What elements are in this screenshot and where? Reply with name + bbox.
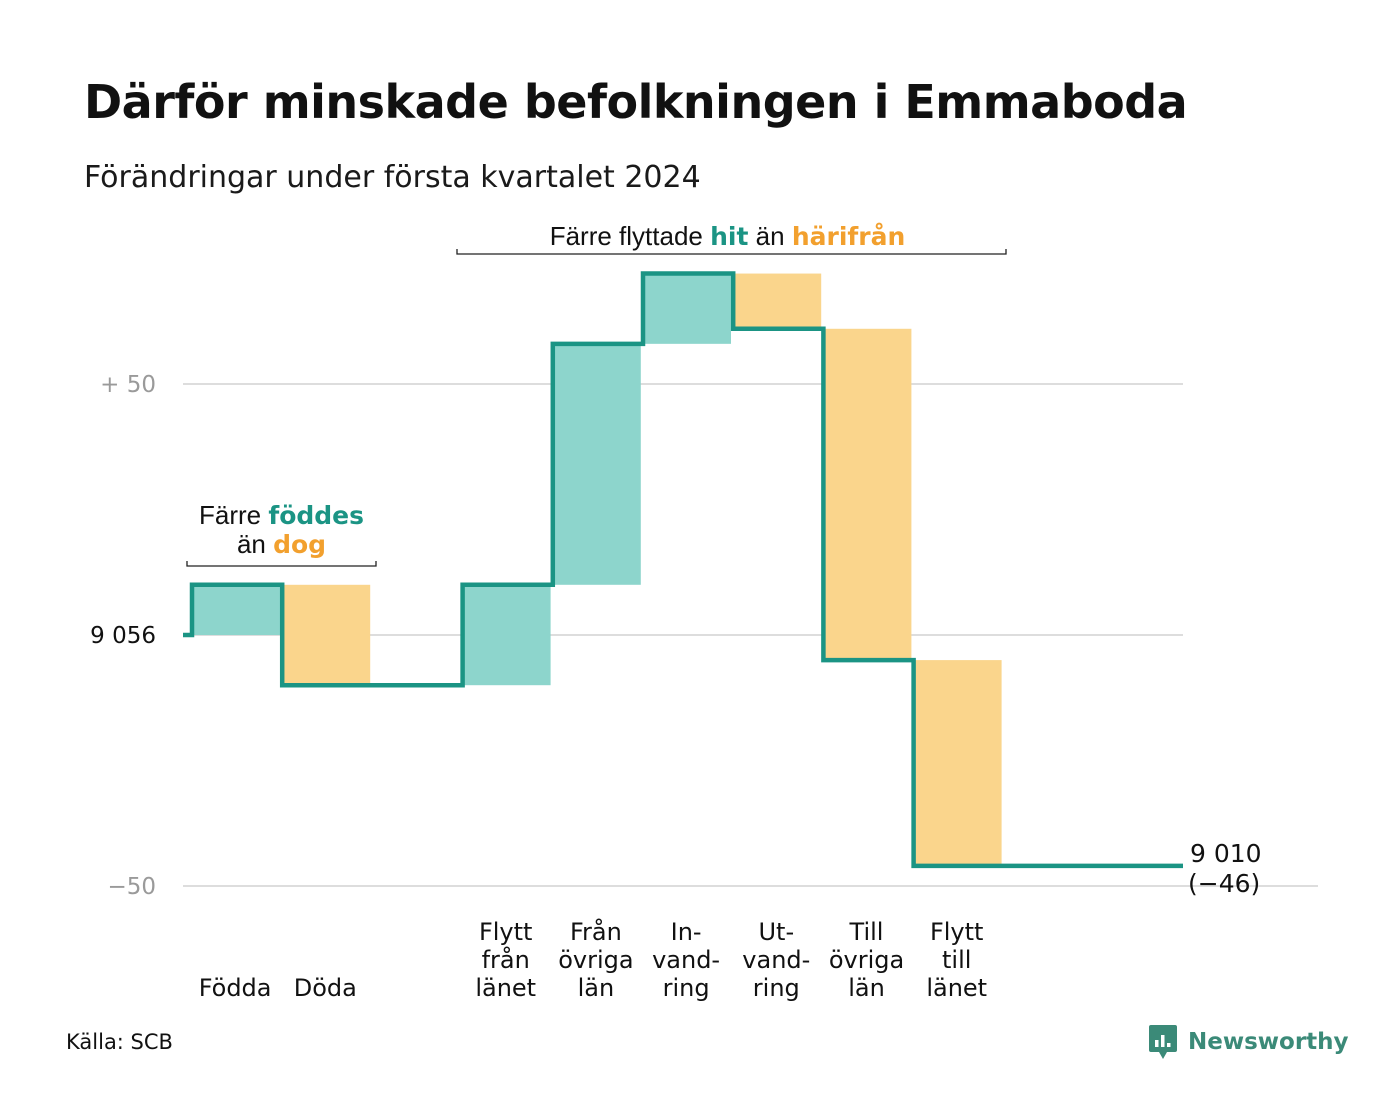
chart-title: Därför minskade befolkningen i Emmaboda: [84, 75, 1188, 129]
category-label: ring: [663, 974, 710, 1002]
brand-logo: Newsworthy: [1148, 1022, 1349, 1062]
bar: [733, 273, 822, 329]
migration-annotation: Färre flyttade hit än härifrån: [550, 221, 906, 251]
annotation-part: än: [748, 221, 791, 251]
category-label: övriga: [558, 946, 633, 974]
category-label: Födda: [199, 974, 272, 1002]
waterfall-line: [183, 271, 1183, 869]
category-label: ring: [753, 974, 800, 1002]
category-label: Till: [849, 918, 884, 946]
source-note: Källa: SCB: [66, 1030, 173, 1054]
births-annotation-line2: än dog: [237, 529, 326, 559]
y-tick-label: −50: [107, 874, 156, 900]
bar: [192, 584, 280, 635]
category-label: Flytt: [930, 918, 984, 946]
annotation-part: härifrån: [792, 222, 905, 251]
chart-subtitle: Förändringar under första kvartalet 2024: [84, 160, 701, 195]
y-tick-label: 9 056: [90, 623, 156, 649]
category-label: Ut-: [758, 918, 794, 946]
bar: [282, 584, 371, 686]
category-label: länet: [926, 974, 987, 1002]
category-label: län: [578, 974, 615, 1002]
annotation-part: dog: [273, 530, 326, 559]
category-label: övriga: [829, 946, 904, 974]
y-tick-label: + 50: [100, 372, 156, 398]
bar: [823, 328, 912, 661]
bar: [462, 584, 551, 686]
category-label: Döda: [294, 974, 357, 1002]
newsworthy-logo-icon: [1149, 1025, 1177, 1059]
category-label: vand-: [652, 946, 720, 974]
category-label: länet: [475, 974, 536, 1002]
category-label: till: [942, 946, 971, 974]
births-bracket: [186, 561, 377, 567]
annotation-part: föddes: [268, 501, 364, 530]
category-label: från: [482, 945, 530, 974]
end-change-label: (−46): [1188, 869, 1260, 898]
annotation-part: hit: [710, 222, 748, 251]
bar: [913, 660, 1002, 866]
births-annotation-line1: Färre föddes: [199, 500, 364, 530]
migration-bracket: [456, 249, 1007, 255]
bar: [643, 273, 731, 344]
category-label: Flytt: [479, 918, 533, 946]
end-value-label: 9 010: [1190, 839, 1262, 868]
annotation-part: Färre flyttade: [550, 221, 710, 251]
annotation-part: än: [237, 529, 273, 559]
category-label: Från: [570, 917, 622, 946]
annotation-part: Färre: [199, 500, 268, 530]
bar: [552, 343, 641, 585]
category-label: vand-: [742, 946, 810, 974]
brand-name: Newsworthy: [1188, 1029, 1349, 1055]
category-label: län: [848, 974, 885, 1002]
category-label: In-: [671, 918, 702, 946]
